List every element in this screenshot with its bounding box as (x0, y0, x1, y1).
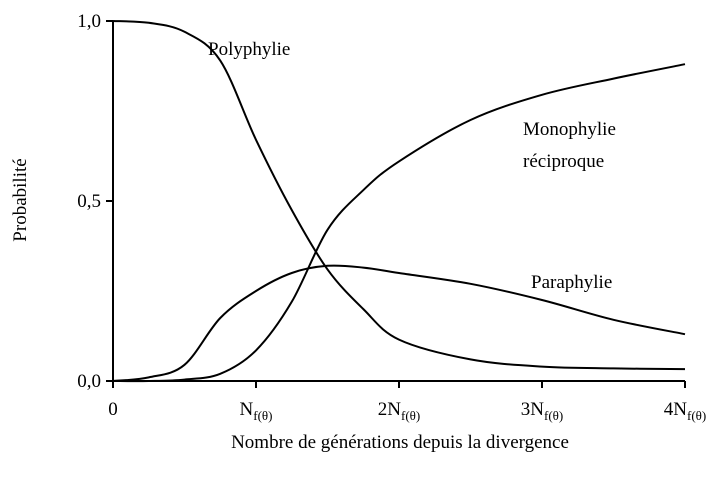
series-label: Monophylie réciproque (523, 119, 616, 172)
x-tick-subscript: f(θ) (687, 408, 706, 423)
line-series (112, 63, 686, 383)
x-axis-label: Nombre de générations depuis la divergen… (231, 432, 569, 453)
line-series (112, 20, 686, 371)
x-tick-label: 4Nf(θ) (664, 399, 706, 423)
x-tick-main: 4N (664, 399, 688, 420)
x-tick-label: Nf(θ) (240, 399, 273, 423)
y-tick-label: 1,0 (77, 11, 101, 32)
x-tick-main: 2N (378, 399, 402, 420)
series-label: Polyphylie (208, 39, 291, 60)
x-tick-main: 3N (521, 399, 545, 420)
x-tick-subscript: f(θ) (253, 408, 272, 423)
x-tick-main: 0 (108, 399, 118, 420)
x-tick-subscript: f(θ) (544, 408, 563, 423)
x-tick-label: 3Nf(θ) (521, 399, 563, 423)
line-series (112, 264, 686, 382)
series-label: Paraphylie (531, 272, 613, 293)
y-tick-label: 0,0 (77, 371, 101, 392)
x-tick-main: N (240, 399, 254, 420)
x-tick-label: 0 (108, 399, 118, 420)
y-axis-label: Probabilité (10, 158, 31, 241)
x-tick-subscript: f(θ) (401, 408, 420, 423)
x-tick-label: 2Nf(θ) (378, 399, 420, 423)
y-tick-label: 0,5 (77, 191, 101, 212)
